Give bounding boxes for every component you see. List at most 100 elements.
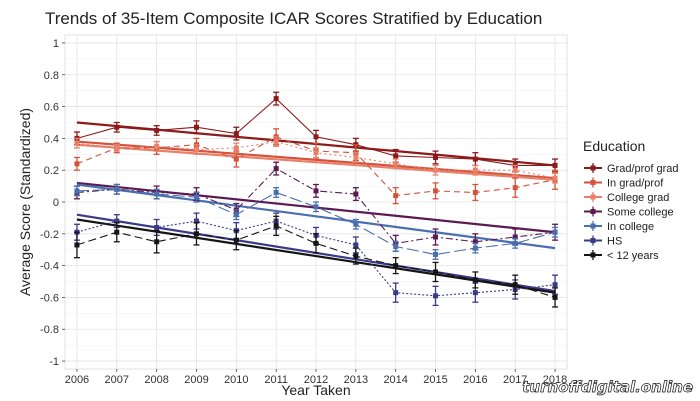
data-point	[313, 204, 319, 210]
data-point	[74, 161, 80, 167]
data-point	[393, 193, 399, 199]
data-point	[433, 251, 439, 257]
legend-label: Some college	[607, 207, 674, 219]
data-point	[154, 224, 160, 230]
y-tick-label: -0.4	[40, 261, 59, 273]
data-point	[433, 154, 439, 160]
data-point	[393, 153, 399, 159]
legend-label: < 12 years	[607, 250, 659, 262]
data-point	[353, 221, 359, 227]
x-tick-label: 2006	[65, 374, 89, 386]
chart-title: Trends of 35-Item Composite ICAR Scores …	[45, 9, 542, 28]
data-point	[233, 131, 239, 137]
data-point	[313, 188, 319, 194]
data-point	[313, 134, 319, 140]
data-point	[552, 282, 558, 288]
data-point	[472, 239, 478, 245]
data-point	[193, 124, 199, 130]
data-point	[233, 156, 239, 162]
data-point	[193, 194, 199, 200]
data-point	[114, 229, 120, 235]
data-point	[193, 231, 199, 237]
data-point	[74, 188, 80, 194]
data-point	[552, 175, 558, 181]
plot-area: -1-0.8-0.6-0.4-0.200.20.40.60.81 2006 200…	[40, 34, 568, 386]
legend-label: Grad/prof grad	[607, 163, 679, 175]
data-point	[114, 145, 120, 151]
data-point	[154, 143, 160, 149]
x-tick-label: 2018	[543, 374, 567, 386]
x-axis-label: Year Taken	[281, 382, 350, 398]
data-point	[154, 239, 160, 245]
data-point	[353, 191, 359, 197]
data-point	[114, 218, 120, 224]
data-point	[433, 188, 439, 194]
data-point	[273, 189, 279, 195]
data-point	[552, 162, 558, 168]
watermark: turnoffdigital.online	[522, 378, 693, 396]
y-tick-label: 0.6	[44, 102, 59, 114]
data-point	[233, 212, 239, 218]
data-point	[313, 240, 319, 246]
data-point	[393, 263, 399, 269]
data-point	[512, 167, 518, 173]
data-point	[273, 139, 279, 145]
legend-title: Education	[583, 138, 645, 154]
data-point	[313, 150, 319, 156]
data-point	[114, 186, 120, 192]
data-point	[273, 223, 279, 229]
legend-swatch-point	[590, 194, 596, 200]
x-tick-label: 2009	[184, 374, 208, 386]
data-point	[472, 277, 478, 283]
x-tick-label: 2017	[503, 374, 527, 386]
data-point	[273, 166, 279, 172]
x-tick-label: 2010	[224, 374, 248, 386]
legend-swatch-point	[590, 209, 596, 214]
y-tick-label: 0.8	[44, 70, 59, 82]
legend-items: Grad/prof grad In grad/prof College grad So…	[584, 163, 679, 262]
legend-swatch-point	[590, 165, 596, 171]
legend: Education Grad/prof grad In grad/prof Coll…	[583, 138, 679, 262]
y-axis-label: Average Score (Standardized)	[17, 108, 33, 296]
data-point	[233, 145, 239, 151]
data-point	[433, 269, 439, 275]
x-tick-label: 2007	[105, 374, 129, 386]
x-tick-label: 2015	[423, 374, 447, 386]
data-point	[472, 245, 478, 251]
x-tick-label: 2011	[264, 374, 288, 386]
data-point	[552, 229, 558, 235]
data-point	[273, 96, 279, 102]
data-point	[552, 294, 558, 300]
data-point	[393, 290, 399, 296]
y-tick-label: -0.2	[40, 229, 59, 241]
x-tick-label: 2013	[344, 374, 368, 386]
legend-label: HS	[607, 236, 622, 248]
y-tick-label: -0.6	[40, 292, 59, 304]
data-point	[472, 167, 478, 173]
legend-label: In grad/prof	[607, 178, 664, 190]
legend-label: In college	[607, 221, 654, 233]
data-point	[393, 161, 399, 167]
x-axis-ticks: 2006 2007 2008 2009 2010 2011 2012 2013 2014 2015…	[65, 369, 567, 386]
data-point	[512, 185, 518, 191]
data-point	[433, 234, 439, 240]
legend-label: College grad	[607, 192, 669, 204]
legend-swatch-point	[590, 252, 596, 258]
data-point	[74, 242, 80, 248]
y-tick-label: 0.2	[44, 165, 59, 177]
legend-swatch-point	[590, 180, 596, 185]
data-point	[512, 282, 518, 288]
data-point	[512, 240, 518, 246]
data-point	[393, 244, 399, 250]
y-tick-label: -1	[49, 356, 59, 368]
data-point	[193, 147, 199, 153]
data-point	[154, 127, 160, 133]
y-tick-label: 0.4	[44, 133, 59, 145]
y-axis-ticks: -1 -0.8 -0.6 -0.4 -0.2 0 0.2 0.4 0.6 0.8 1	[40, 38, 65, 368]
data-point	[353, 154, 359, 160]
y-tick-label: -0.8	[40, 324, 59, 336]
x-tick-label: 2008	[144, 374, 168, 386]
x-tick-label: 2016	[463, 374, 487, 386]
x-tick-label: 2014	[383, 374, 407, 386]
